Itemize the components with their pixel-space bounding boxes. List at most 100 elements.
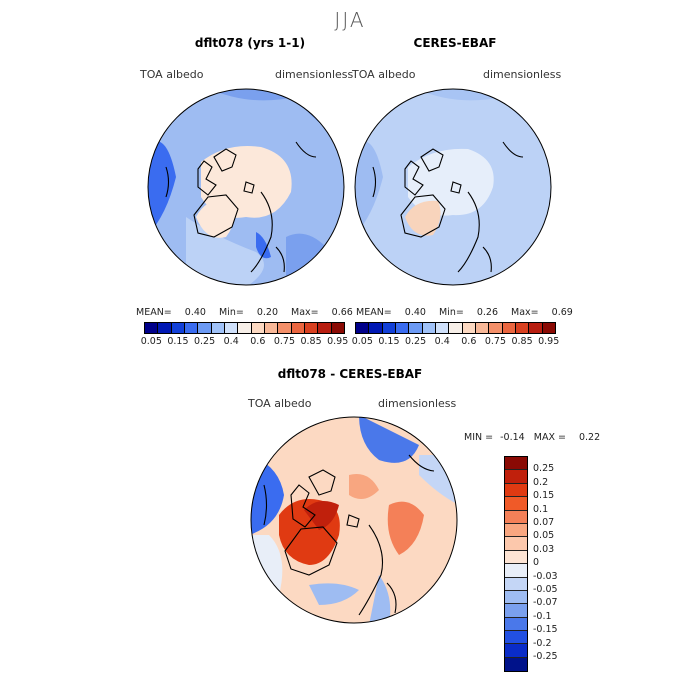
- colorbar-swatch: [489, 323, 503, 333]
- right-max-label: Max=: [511, 307, 539, 318]
- colorbar-swatch: [505, 644, 527, 658]
- right-mean-value: 0.40: [404, 307, 426, 318]
- right-max-value: 0.69: [551, 307, 573, 318]
- colorbar-tick-label: 0.6: [250, 336, 266, 347]
- colorbar-tick-label: 0.4: [223, 336, 239, 347]
- colorbar-tick-label: 0.05: [140, 336, 162, 347]
- colorbar-tick-label: 0.1: [533, 503, 549, 515]
- diff-max-label: MAX =: [533, 432, 566, 443]
- colorbar-swatch: [505, 617, 527, 632]
- colorbar-swatch: [505, 590, 527, 605]
- colorbar-swatch: [502, 323, 516, 333]
- left-colorbar: [144, 322, 345, 334]
- colorbar-tick-label: 0.95: [538, 336, 560, 347]
- colorbar-tick-label: -0.1: [533, 610, 552, 622]
- left-map-variable: TOA albedo: [140, 68, 204, 81]
- colorbar-swatch: [198, 323, 212, 333]
- colorbar-swatch: [331, 323, 344, 333]
- colorbar-swatch: [515, 323, 530, 333]
- left-colorbar-labels: 0.05 0.15 0.25 0.4 0.6 0.75 0.85 0.95: [138, 336, 351, 347]
- colorbar-swatch: [171, 323, 185, 333]
- colorbar-swatch: [505, 550, 527, 565]
- diff-map-title: dflt078 - CERES-EBAF: [277, 367, 423, 381]
- colorbar-swatch: [158, 323, 172, 333]
- colorbar-swatch: [224, 323, 239, 333]
- right-min-value: 0.26: [476, 307, 498, 318]
- colorbar-swatch: [449, 323, 463, 333]
- colorbar-tick-label: 0.15: [167, 336, 189, 347]
- colorbar-tick-label: 0.05: [533, 530, 555, 542]
- colorbar-swatch: [369, 323, 383, 333]
- colorbar-swatch: [291, 323, 305, 333]
- left-mean-value: 0.40: [184, 307, 206, 318]
- colorbar-swatch: [505, 497, 527, 511]
- diff-max-value: 0.22: [578, 432, 601, 443]
- colorbar-tick-label: -0.25: [533, 651, 558, 662]
- right-colorbar-labels: 0.05 0.15 0.25 0.4 0.6 0.75 0.85 0.95: [349, 336, 562, 347]
- left-map-title: dflt078 (yrs 1-1): [194, 36, 306, 50]
- colorbar-tick-label: 0.85: [300, 336, 322, 347]
- colorbar-swatch: [184, 323, 199, 333]
- left-mean-label: MEAN=: [136, 307, 172, 318]
- colorbar-swatch: [505, 657, 527, 672]
- colorbar-tick-label: 0.07: [533, 517, 555, 528]
- colorbar-tick-label: 0.95: [327, 336, 349, 347]
- colorbar-tick-label: -0.15: [533, 624, 558, 636]
- colorbar-tick-label: -0.2: [533, 637, 552, 649]
- left-min-value: 0.20: [256, 307, 278, 318]
- diff-map-units: dimensionless: [378, 397, 457, 410]
- colorbar-swatch: [505, 537, 527, 551]
- colorbar-tick-label: 0.03: [533, 543, 555, 555]
- colorbar-swatch: [409, 323, 423, 333]
- colorbar-swatch: [505, 483, 527, 498]
- colorbar-swatch: [251, 323, 265, 333]
- colorbar-swatch: [356, 323, 370, 333]
- colorbar-tick-label: 0.15: [533, 490, 555, 502]
- season-title: JJA: [334, 8, 366, 32]
- left-max-label: Max=: [291, 307, 319, 318]
- colorbar-tick-label: 0.85: [511, 336, 533, 347]
- colorbar-swatch: [475, 323, 490, 333]
- colorbar-swatch: [211, 323, 225, 333]
- colorbar-swatch: [318, 323, 332, 333]
- right-map-variable: TOA albedo: [352, 68, 416, 81]
- colorbar-swatch: [264, 323, 279, 333]
- colorbar-tick-label: 0.75: [484, 336, 507, 347]
- colorbar-swatch: [278, 323, 292, 333]
- diff-colorbar: [504, 456, 528, 673]
- colorbar-tick-label: 0: [533, 557, 540, 569]
- right-polar-map: [354, 88, 552, 286]
- colorbar-swatch: [304, 323, 319, 333]
- colorbar-tick-label: 0.2: [533, 476, 549, 488]
- right-colorbar: [355, 322, 556, 334]
- colorbar-tick-label: -0.07: [533, 597, 558, 609]
- right-map-title: CERES-EBAF: [413, 36, 497, 50]
- colorbar-swatch: [505, 457, 527, 471]
- left-min-label: Min=: [218, 307, 244, 318]
- right-min-label: Min=: [438, 307, 464, 318]
- diff-min-label: MIN =: [464, 432, 494, 443]
- right-mean-label: MEAN=: [356, 307, 392, 318]
- difference-polar-map: [250, 416, 458, 624]
- colorbar-tick-label: 0.05: [351, 336, 373, 347]
- left-max-value: 0.66: [331, 307, 353, 318]
- colorbar-tick-label: -0.05: [533, 584, 558, 595]
- left-polar-map: [147, 88, 345, 286]
- colorbar-tick-label: 0.4: [434, 336, 450, 347]
- colorbar-swatch: [422, 323, 436, 333]
- colorbar-swatch: [505, 577, 527, 591]
- right-map-units: dimensionless: [483, 68, 562, 81]
- colorbar-swatch: [435, 323, 450, 333]
- colorbar-swatch: [542, 323, 555, 333]
- colorbar-swatch: [505, 470, 527, 484]
- colorbar-swatch: [505, 510, 527, 524]
- colorbar-swatch: [529, 323, 543, 333]
- colorbar-tick-label: -0.03: [533, 570, 558, 582]
- colorbar-tick-label: 0.25: [533, 463, 555, 475]
- colorbar-tick-label: 0.15: [378, 336, 400, 347]
- colorbar-swatch: [382, 323, 396, 333]
- colorbar-swatch: [505, 604, 527, 618]
- colorbar-swatch: [505, 564, 527, 578]
- colorbar-swatch: [238, 323, 252, 333]
- colorbar-tick-label: 0.6: [461, 336, 477, 347]
